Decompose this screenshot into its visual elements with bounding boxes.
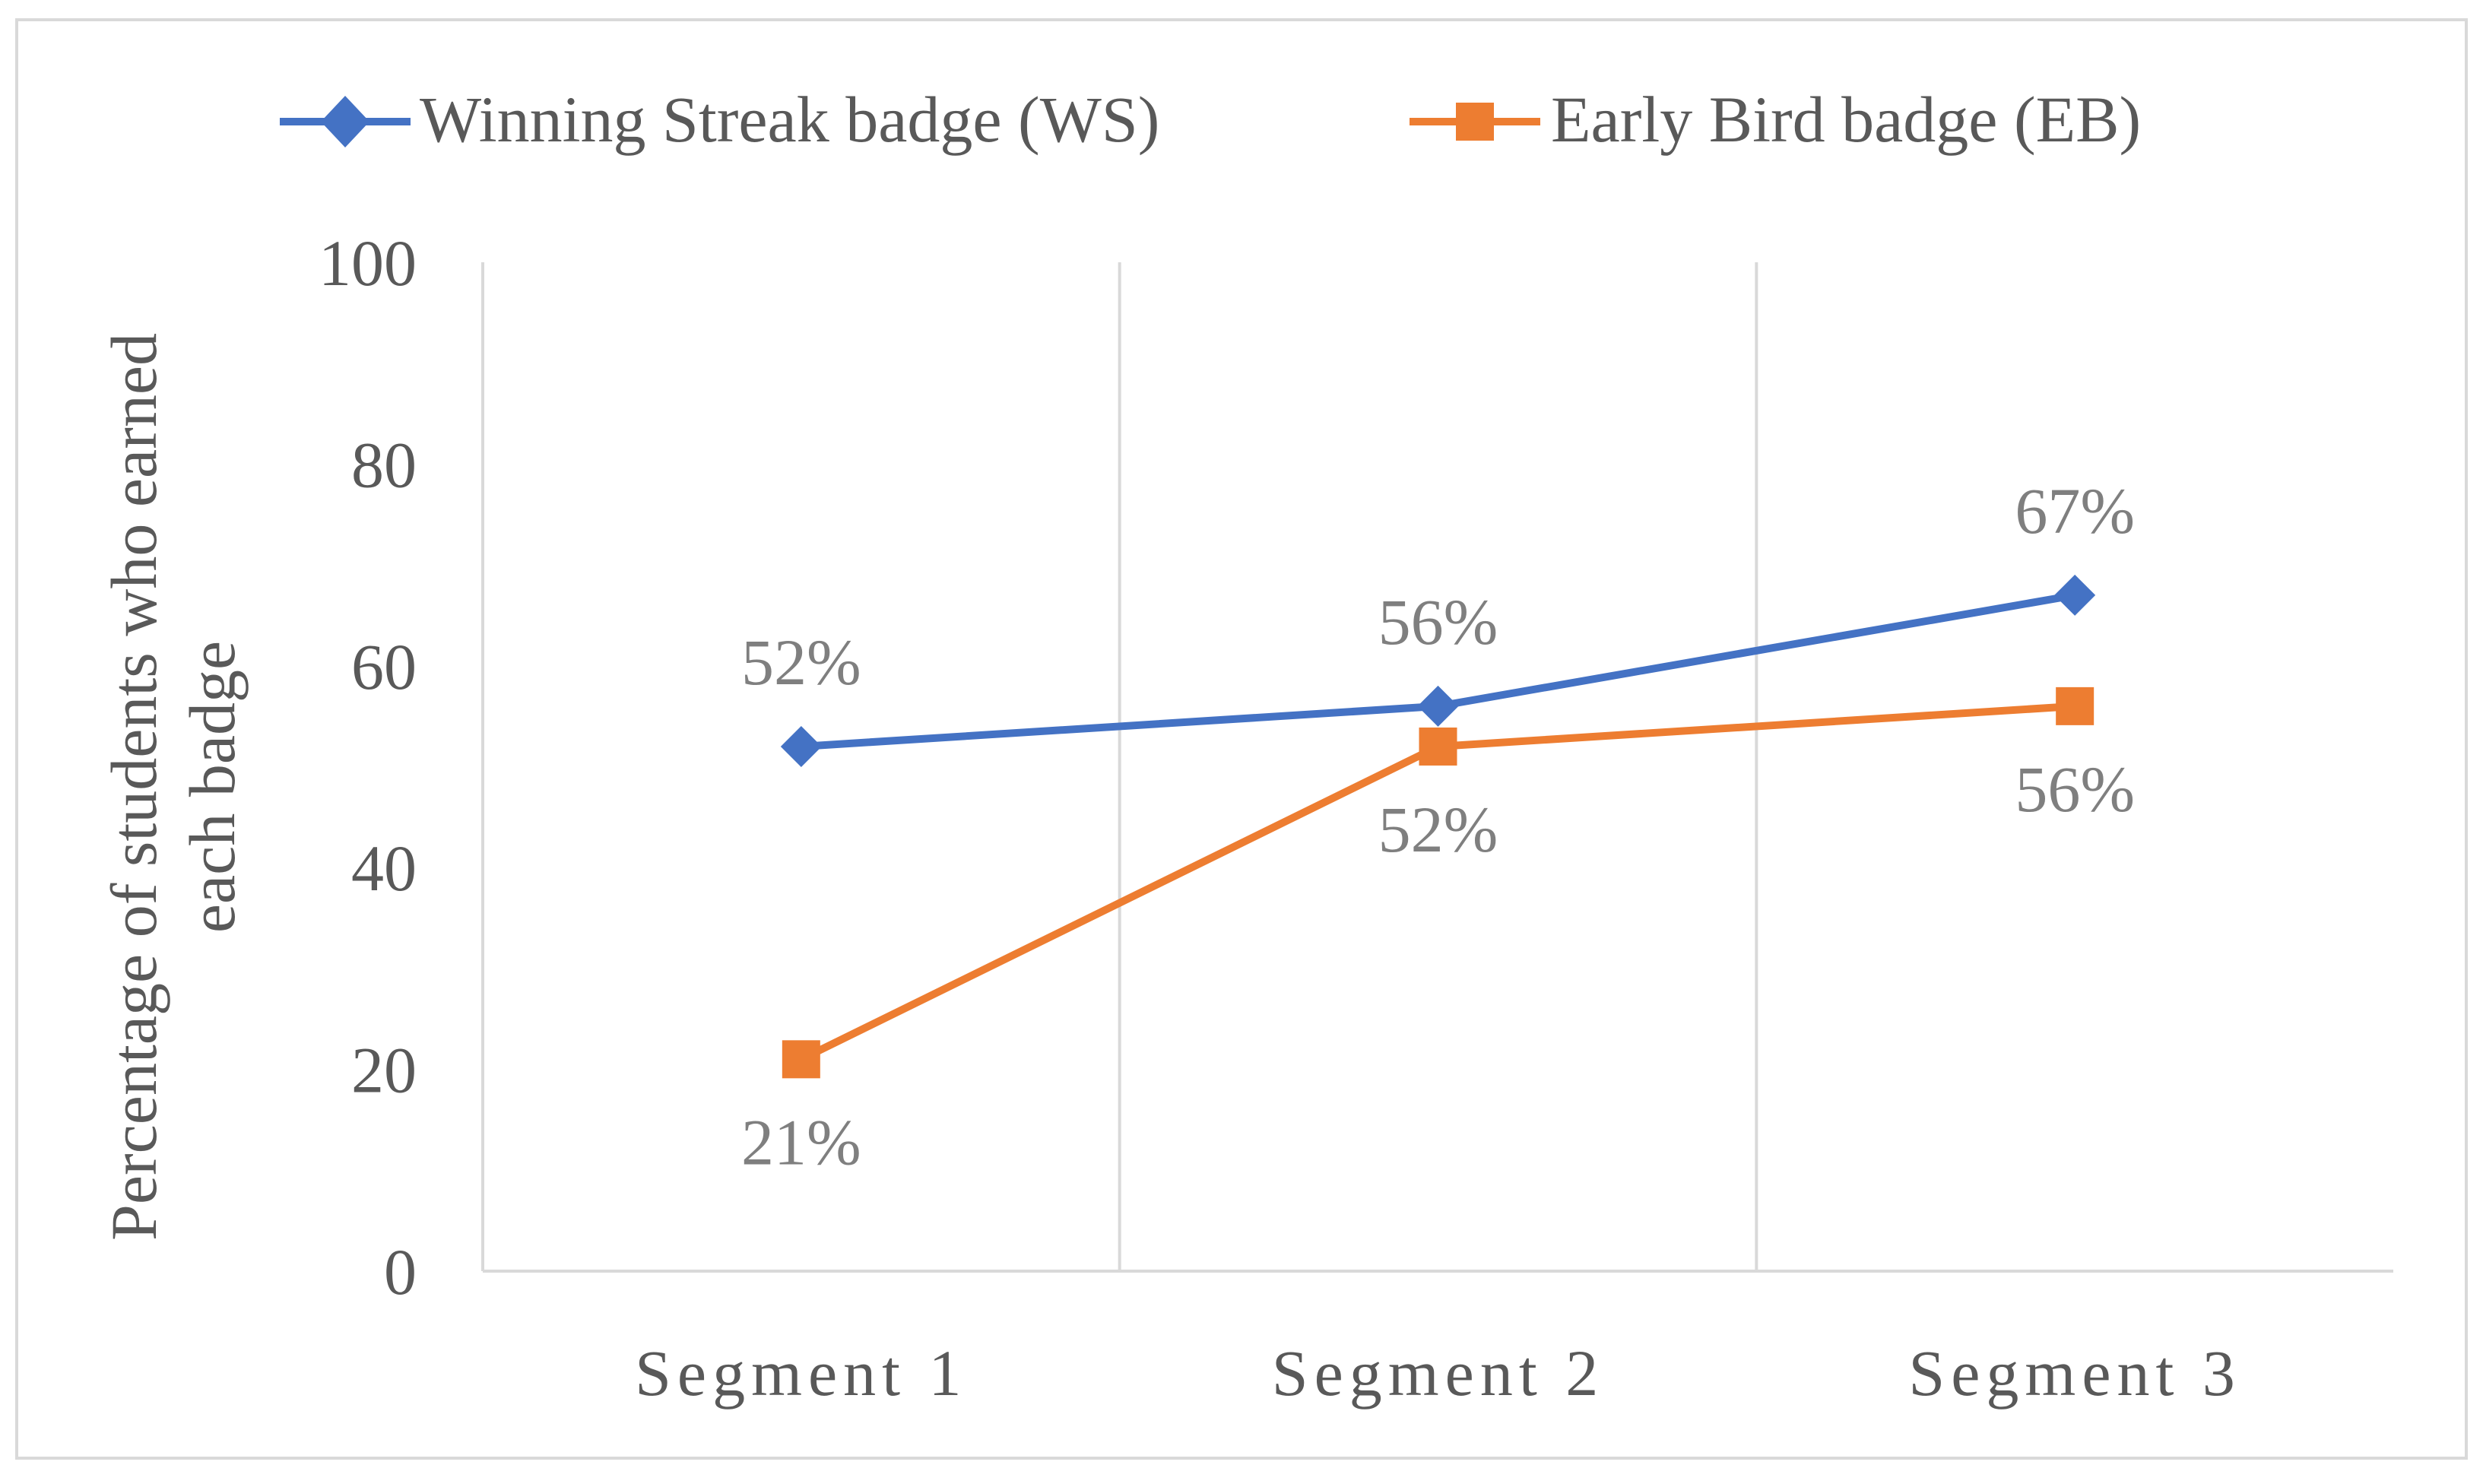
data-labels: 52% 56% 67% 21% 52% 56% (741, 474, 2135, 1178)
y-tick-label: 100 (319, 227, 417, 300)
legend-item-ws[interactable]: Winning Streak badge (WS) (280, 83, 1159, 156)
legend-diamond-marker-icon (321, 96, 369, 147)
y-tick-label: 60 (351, 630, 417, 703)
y-axis-title-line-1: Percentage of students who earned (97, 333, 170, 1241)
data-label: 56% (2015, 753, 2135, 826)
data-point-square[interactable] (2056, 687, 2095, 725)
data-point-diamond[interactable] (2054, 574, 2096, 616)
data-point-square[interactable] (1419, 727, 1457, 766)
legend-square-marker-icon (1456, 103, 1494, 141)
data-point-diamond[interactable] (780, 725, 822, 767)
y-tick-label: 80 (351, 428, 417, 501)
y-axis-title: Percentage of students who earned each b… (97, 333, 249, 1241)
y-axis-title-line-2: each badge (176, 641, 249, 933)
legend-label-ws: Winning Streak badge (WS) (420, 83, 1159, 156)
data-point-diamond[interactable] (1417, 685, 1459, 727)
data-label: 56% (1378, 585, 1498, 658)
x-tick-label: Segment 1 (635, 1337, 967, 1409)
gridlines (1118, 262, 1758, 1271)
data-point-square[interactable] (782, 1040, 820, 1079)
x-tick-label: Segment 3 (1908, 1337, 2240, 1409)
chart-border (15, 18, 2468, 1460)
x-tick-label: Segment 2 (1272, 1337, 1604, 1409)
y-axis-ticks: 0 20 40 60 80 100 (319, 227, 417, 1308)
y-tick-label: 40 (351, 832, 417, 905)
legend: Winning Streak badge (WS) Early Bird bad… (280, 83, 2141, 156)
legend-label-eb: Early Bird badge (EB) (1551, 83, 2141, 156)
data-label: 52% (1378, 793, 1498, 866)
data-label: 67% (2015, 474, 2135, 547)
legend-item-eb[interactable]: Early Bird badge (EB) (1410, 83, 2141, 156)
series-layer (780, 574, 2096, 1079)
x-axis-ticks: Segment 1 Segment 2 Segment 3 (635, 1337, 2240, 1409)
y-tick-label: 20 (351, 1034, 417, 1107)
data-label: 52% (741, 626, 861, 699)
data-label: 21% (741, 1105, 861, 1178)
y-tick-label: 0 (384, 1235, 417, 1308)
